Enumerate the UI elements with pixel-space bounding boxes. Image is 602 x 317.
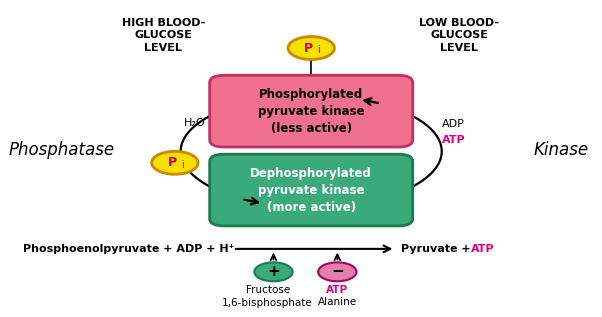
Text: H₂O: H₂O — [184, 118, 206, 128]
Text: P: P — [304, 42, 313, 55]
Circle shape — [152, 151, 198, 174]
Text: Alanine: Alanine — [318, 297, 357, 307]
Circle shape — [318, 262, 356, 281]
Text: Phosphorylated
pyruvate kinase
(less active): Phosphorylated pyruvate kinase (less act… — [258, 88, 365, 135]
Text: −: − — [331, 264, 344, 279]
Text: Kinase: Kinase — [533, 141, 588, 159]
Text: i: i — [317, 45, 320, 55]
Text: LOW BLOOD-
GLUCOSE
LEVEL: LOW BLOOD- GLUCOSE LEVEL — [419, 18, 499, 53]
FancyBboxPatch shape — [209, 75, 413, 147]
Text: ADP: ADP — [442, 119, 465, 129]
FancyBboxPatch shape — [209, 154, 413, 226]
Text: Pyruvate +: Pyruvate + — [401, 244, 474, 254]
Circle shape — [288, 36, 334, 60]
Text: P: P — [167, 156, 176, 169]
Text: ATP: ATP — [471, 244, 494, 254]
Text: Phosphoenolpyruvate + ADP + H⁺: Phosphoenolpyruvate + ADP + H⁺ — [23, 244, 234, 254]
Circle shape — [254, 262, 293, 281]
Text: ATP: ATP — [326, 285, 349, 295]
Text: i: i — [181, 159, 184, 170]
Text: Fructose
1,6-bisphosphate: Fructose 1,6-bisphosphate — [222, 285, 313, 308]
Text: Dephosphorylated
pyruvate kinase
(more active): Dephosphorylated pyruvate kinase (more a… — [250, 166, 372, 214]
Text: ATP: ATP — [442, 135, 465, 145]
Text: HIGH BLOOD-
GLUCOSE
LEVEL: HIGH BLOOD- GLUCOSE LEVEL — [122, 18, 205, 53]
Text: +: + — [267, 264, 280, 279]
Text: Phosphatase: Phosphatase — [8, 141, 115, 159]
